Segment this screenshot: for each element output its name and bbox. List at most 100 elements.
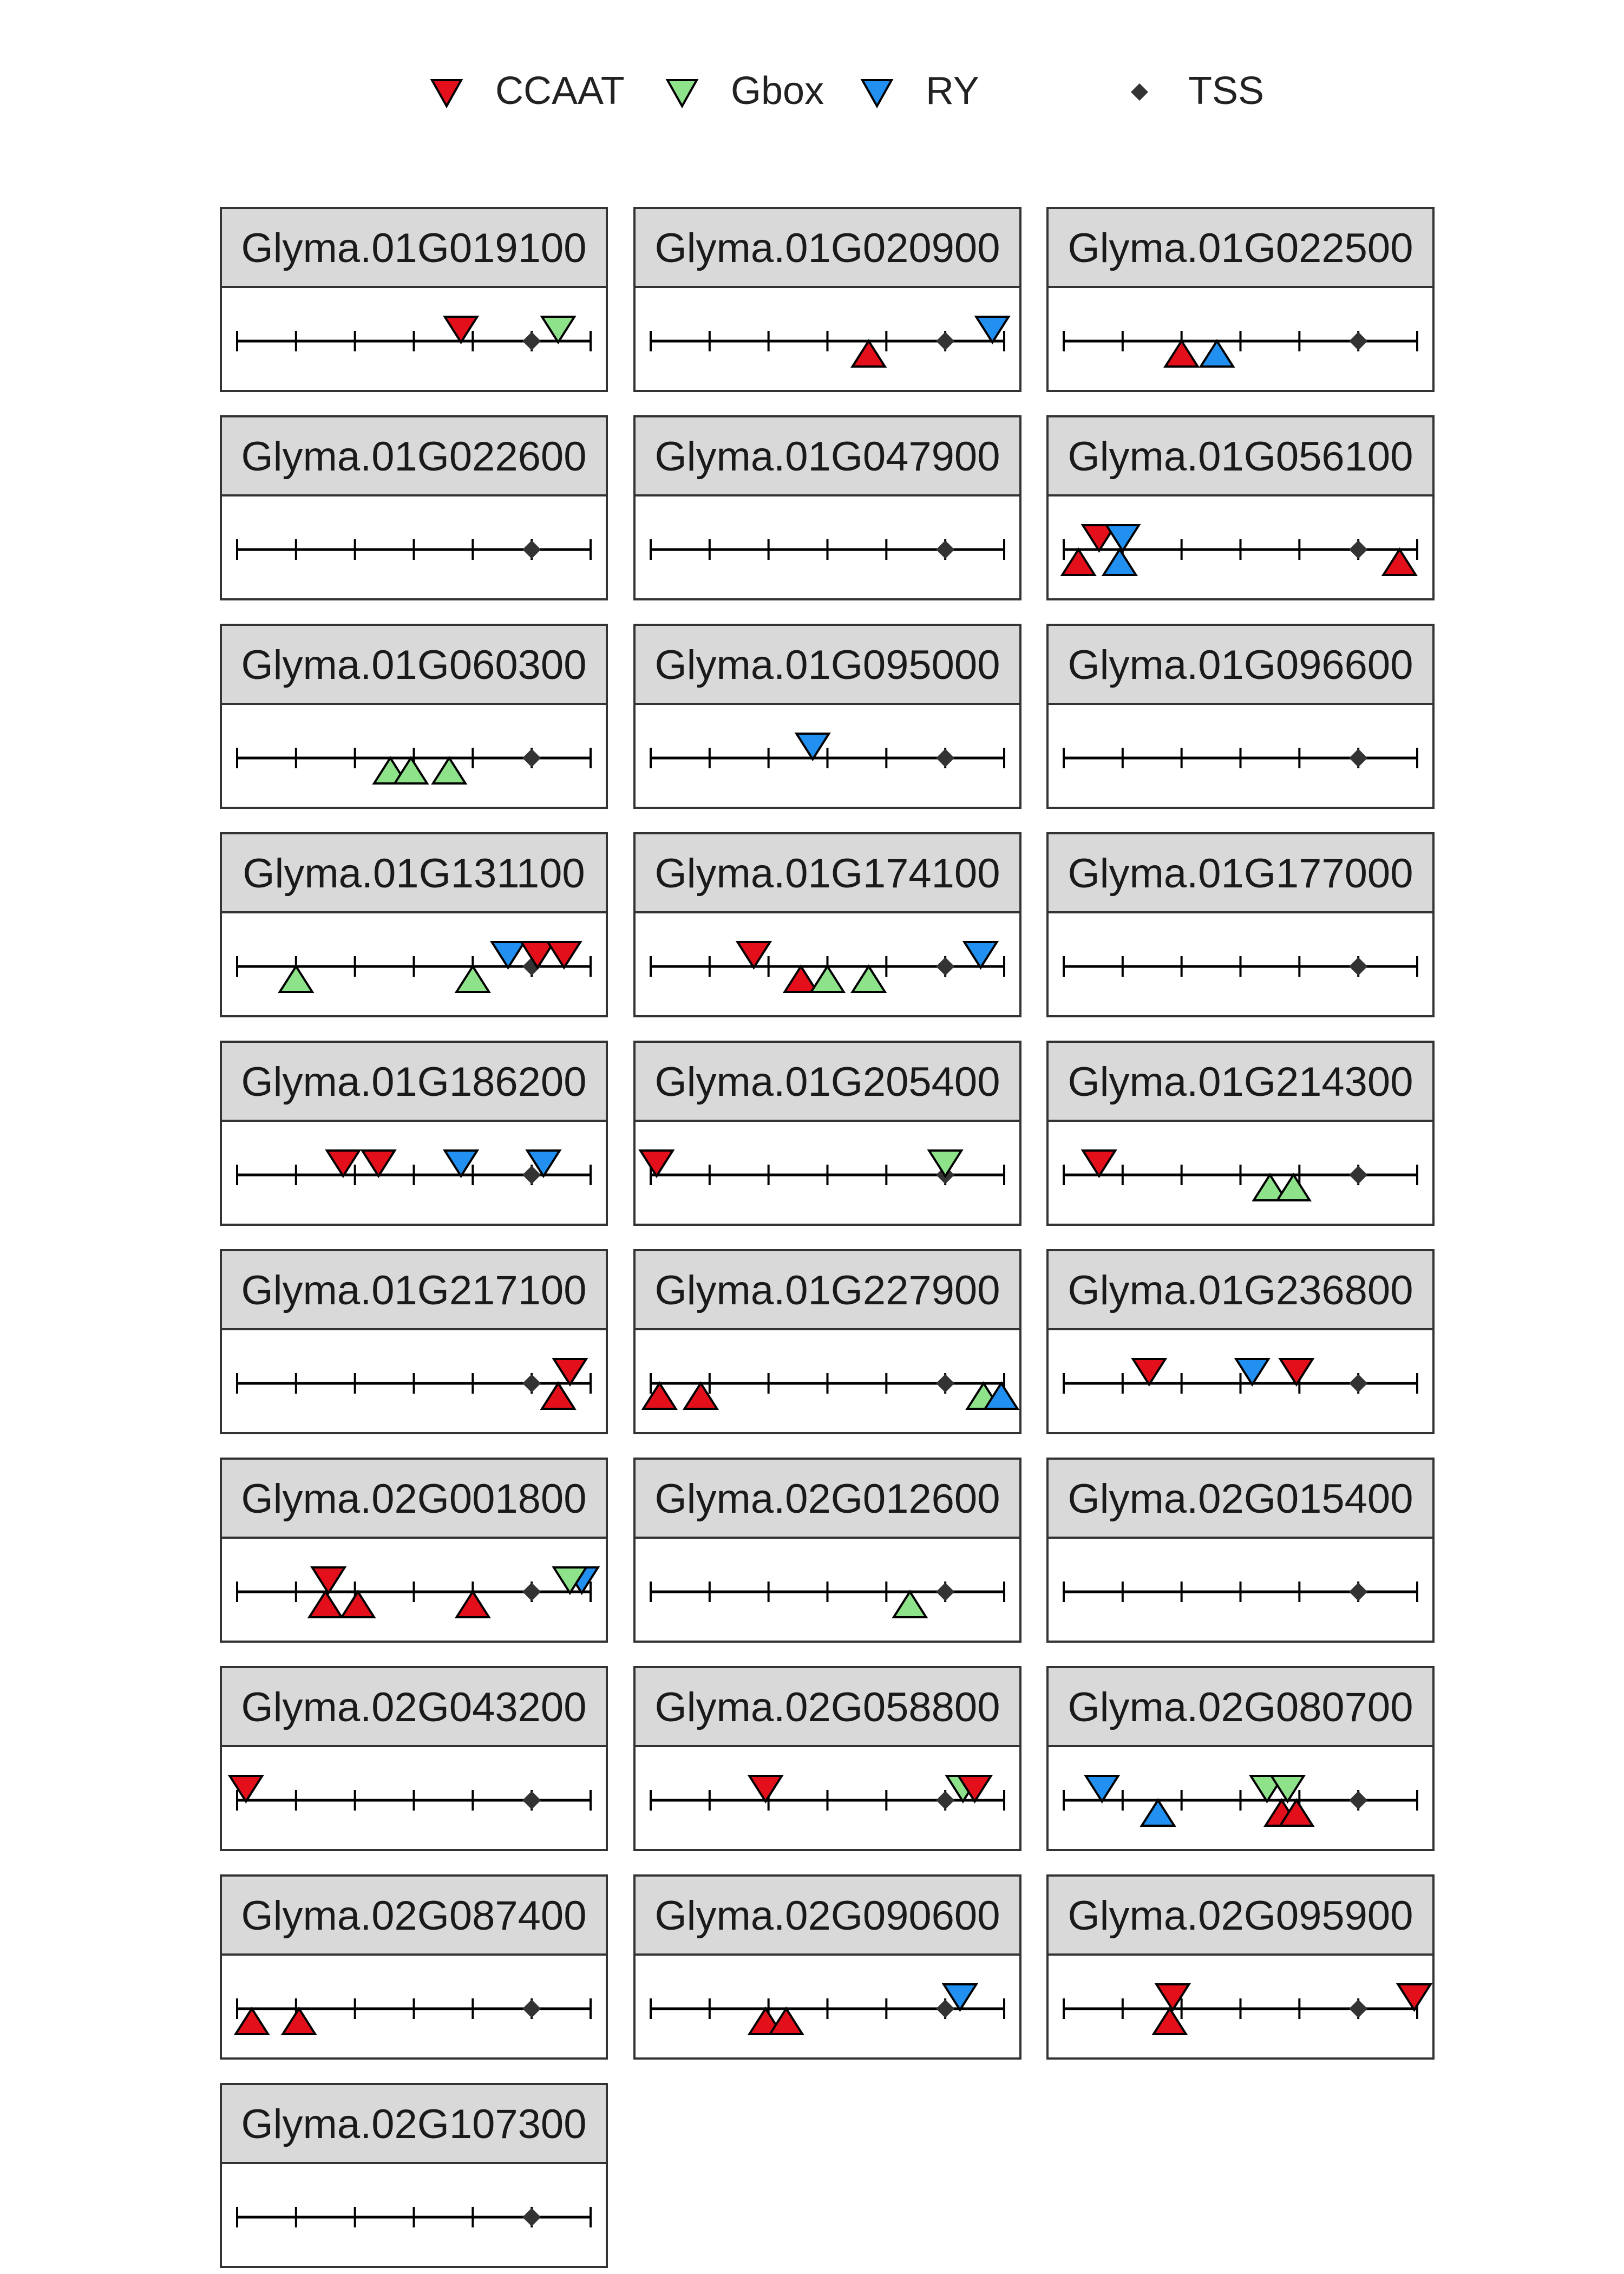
motif-ry-marker	[1140, 1798, 1176, 1827]
tss-marker	[522, 1583, 541, 1601]
facet-title: Glyma.02G080700	[1068, 1684, 1413, 1730]
facet-panel: Glyma.01G060300	[220, 624, 608, 809]
motif-ccaat-marker	[1163, 339, 1200, 368]
legend-item-gbox: Gbox	[665, 69, 824, 113]
facet-panel: Glyma.01G177000	[1046, 832, 1435, 1017]
motif-ccaat-marker	[956, 1775, 993, 1803]
tss-marker	[936, 1791, 955, 1809]
tss-marker	[522, 1374, 541, 1393]
facet-strip	[1046, 624, 1435, 705]
tss-marker	[522, 2208, 541, 2226]
motif-ccaat-marker	[850, 339, 887, 368]
motif-gbox-marker	[454, 964, 491, 993]
motif-gbox-marker	[431, 756, 468, 785]
motif-ccaat-marker	[768, 2007, 804, 2035]
facet-panel: Glyma.02G087400	[220, 1874, 608, 2060]
motif-ccaat-marker	[1060, 547, 1097, 576]
motif-ccaat-marker	[310, 1566, 347, 1595]
motif-gbox-marker	[540, 316, 577, 344]
tss-marker	[522, 1166, 541, 1184]
motif-ccaat-marker	[1151, 2007, 1188, 2035]
facet-panel: Glyma.02G090600	[633, 1874, 1021, 2060]
legend: CCAAT Gbox RY TSS	[430, 69, 1264, 113]
facet-strip	[633, 1666, 1021, 1747]
motif-gbox-marker	[809, 964, 846, 993]
motif-ry-marker	[1234, 1358, 1271, 1387]
facet-title: Glyma.02G012600	[655, 1476, 1000, 1522]
motif-ccaat-marker	[641, 1381, 678, 1410]
facet-strip	[220, 1874, 608, 1956]
motif-ccaat-marker	[307, 1590, 344, 1618]
facet-strip	[633, 624, 1021, 705]
legend-label: TSS	[1188, 69, 1264, 113]
facet-panel: Glyma.01G236800	[1046, 1249, 1435, 1434]
facet-panel: Glyma.01G022600	[220, 415, 608, 600]
tss-marker	[936, 749, 955, 767]
motif-ccaat-marker	[682, 1381, 719, 1410]
facet-strip	[1046, 1249, 1435, 1330]
motif-gbox-marker	[1275, 1173, 1312, 1201]
motif-ry-marker	[1104, 524, 1141, 553]
facet-panel: Glyma.02G107300	[220, 2083, 608, 2268]
motif-ccaat-marker	[227, 1775, 264, 1803]
facet-title: Glyma.01G022500	[1068, 225, 1413, 271]
motif-ccaat-marker	[233, 2007, 270, 2035]
facet-panel: Glyma.01G205400	[633, 1041, 1021, 1226]
motif-ccaat-marker	[1081, 524, 1117, 553]
motif-ccaat-marker	[1154, 1983, 1191, 2012]
motif-ccaat-marker	[782, 964, 820, 993]
facet-panel: Glyma.01G056100	[1046, 415, 1435, 600]
motif-gbox-marker	[278, 964, 315, 993]
facet-strip	[220, 1666, 608, 1747]
facet-title: Glyma.02G015400	[1068, 1476, 1413, 1522]
tss-marker	[1349, 1166, 1368, 1184]
motif-ry-marker	[1101, 547, 1138, 576]
facet-panel: Glyma.01G186200	[220, 1041, 608, 1226]
facet-strip	[220, 2083, 608, 2164]
legend-key-gbox	[665, 79, 699, 109]
facet-strip	[633, 832, 1021, 913]
facet-panel: Glyma.02G058800	[633, 1666, 1021, 1851]
tss-marker	[522, 1999, 541, 2018]
tss-marker	[936, 1374, 955, 1393]
facet-panel: Glyma.02G012600	[633, 1458, 1021, 1643]
facet-strip	[220, 1458, 608, 1539]
tss-marker	[522, 540, 541, 559]
facet-panel: Glyma.01G096600	[1046, 624, 1435, 809]
facet-strip	[1046, 832, 1435, 913]
motif-ccaat-marker	[747, 1775, 784, 1803]
motif-ry-marker	[941, 1983, 979, 2012]
facet-title: Glyma.01G174100	[655, 851, 1000, 897]
facet-panel: Glyma.01G022500	[1046, 207, 1435, 392]
facet-title: Glyma.01G056100	[1068, 434, 1413, 480]
legend-key-ry	[860, 79, 894, 109]
facet-strip	[633, 415, 1021, 496]
facet-strip	[220, 1249, 608, 1330]
motif-ccaat-marker	[454, 1590, 491, 1618]
tss-marker	[936, 1999, 955, 2018]
motif-ccaat-marker	[1278, 1358, 1315, 1387]
tss-marker	[1349, 1999, 1368, 2018]
motif-ccaat-marker	[325, 1149, 362, 1178]
legend-label: CCAAT	[495, 69, 625, 113]
motif-ry-marker	[983, 1381, 1020, 1410]
facet-strip	[1046, 1458, 1435, 1539]
facet-panel: Glyma.01G131100	[220, 832, 608, 1017]
facet-title: Glyma.01G205400	[655, 1059, 1000, 1105]
motif-ccaat-marker	[552, 1358, 588, 1387]
motif-ccaat-marker	[1278, 1798, 1315, 1827]
facet-strip	[633, 207, 1021, 288]
facet-plot-area	[633, 1120, 1021, 1226]
facet-panel: Glyma.02G001800	[220, 1458, 608, 1643]
facet-strip	[220, 415, 608, 496]
facet-strip	[220, 1041, 608, 1122]
motif-ry-marker	[974, 316, 1011, 344]
tss-marker	[522, 332, 541, 350]
motif-ccaat-marker	[519, 941, 556, 970]
motif-ccaat-marker	[442, 316, 480, 344]
legend-key-ccaat	[430, 79, 463, 109]
motif-ccaat-marker	[546, 941, 582, 970]
motif-ccaat-marker	[360, 1149, 397, 1178]
facet-title: Glyma.02G058800	[655, 1684, 1000, 1730]
motif-ry-marker	[525, 1149, 562, 1178]
